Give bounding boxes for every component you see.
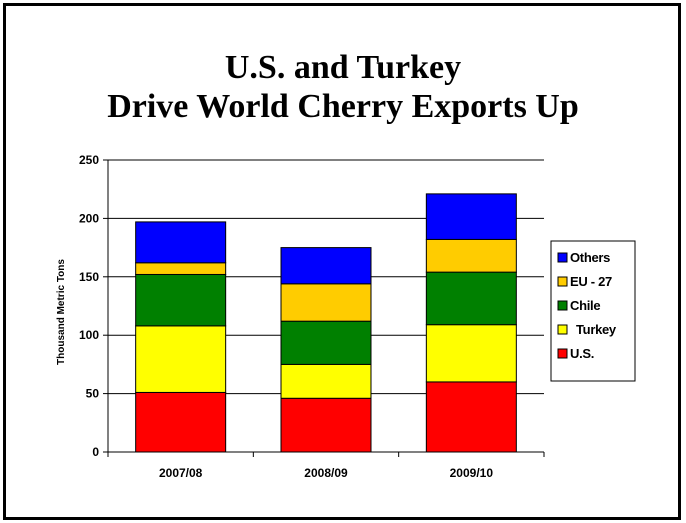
legend-swatch-turkey — [557, 324, 568, 335]
y-tick-label: 100 — [79, 328, 99, 342]
bar-segment-u-s--2007-08 — [135, 391, 227, 453]
bar-segment-eu-27-2008-09 — [280, 283, 372, 322]
bar-segment-eu-27-2009-10 — [425, 238, 517, 273]
legend-swatch-eu-27 — [557, 276, 568, 287]
legend-label-others: Others — [570, 250, 610, 265]
legend-label-eu-27: EU - 27 — [570, 274, 612, 289]
y-tick-label: 250 — [79, 153, 99, 167]
bar-segment-eu-27-2007-08 — [135, 262, 227, 275]
bar-segment-turkey-2009-10 — [425, 324, 517, 383]
bar-segment-chile-2008-09 — [280, 320, 372, 365]
chart-title-block: U.S. and Turkey Drive World Cherry Expor… — [0, 48, 686, 126]
y-tick-label: 150 — [79, 270, 99, 284]
bar-segment-turkey-2007-08 — [135, 325, 227, 393]
legend-swatch-chile — [557, 300, 568, 311]
chart-title: U.S. and Turkey — [224, 49, 462, 86]
x-tick-labels: 2007/08 2008/09 2009/10 — [159, 466, 493, 480]
bar-segment-others-2008-09 — [280, 247, 372, 285]
y-tick-label: 0 — [92, 445, 99, 459]
axes — [103, 159, 545, 457]
bar-segment-chile-2009-10 — [425, 271, 517, 326]
x-tick-label: 2007/08 — [159, 466, 203, 480]
bar-segment-chile-2007-08 — [135, 273, 227, 327]
chart-subtitle: Drive World Cherry Exports Up — [107, 88, 579, 125]
bar-segment-turkey-2008-09 — [280, 363, 372, 399]
legend-swatch-u-s- — [557, 348, 568, 359]
bar-segment-others-2007-08 — [135, 221, 227, 264]
legend-swatch-others — [557, 252, 568, 263]
x-tick-label: 2008/09 — [304, 466, 348, 480]
legend: Others EU - 27 Chile Turkey U.S. — [550, 240, 636, 382]
legend-label-chile: Chile — [570, 298, 600, 313]
bar-stacks — [135, 193, 517, 453]
bar-segment-u-s--2009-10 — [425, 381, 517, 453]
legend-label-turkey: Turkey — [576, 322, 617, 337]
x-tick-label: 2009/10 — [450, 466, 494, 480]
bar-segment-others-2009-10 — [425, 193, 517, 240]
y-axis-label: Thousand Metric Tons — [56, 259, 67, 365]
y-tick-label: 200 — [79, 211, 99, 225]
bar-segment-u-s--2008-09 — [280, 397, 372, 453]
y-tick-labels: 0 50 100 150 200 250 — [79, 153, 99, 459]
legend-label-u-s-: U.S. — [570, 346, 594, 361]
y-tick-label: 50 — [86, 387, 100, 401]
